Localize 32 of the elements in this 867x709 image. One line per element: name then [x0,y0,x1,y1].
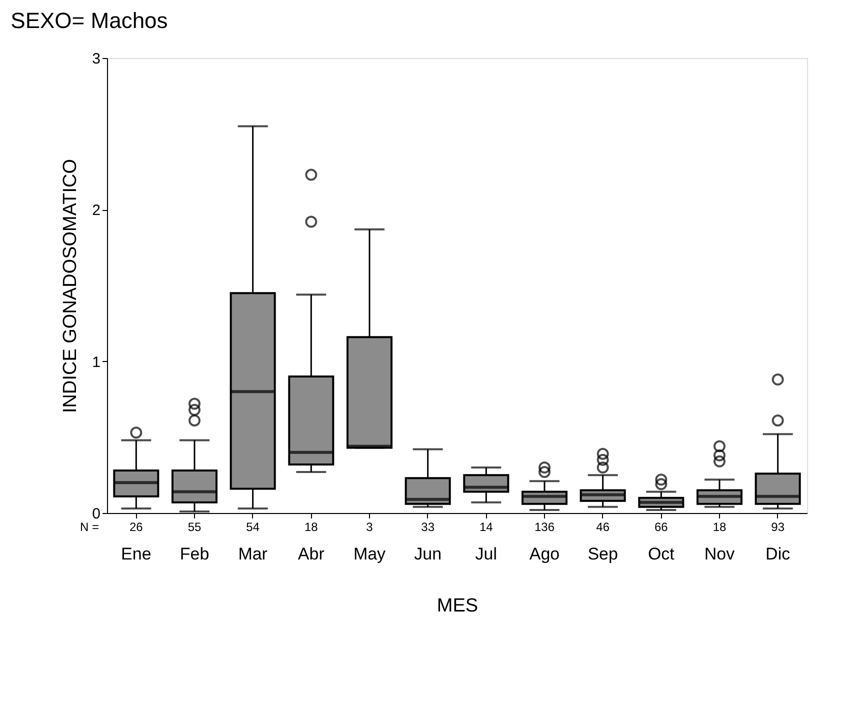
x-tick-label: Jul [475,544,498,564]
x-tick-label: Nov [704,544,736,564]
x-tick-label: Mar [238,544,268,564]
y-tick-label: 1 [92,354,100,371]
y-tick-label: 0 [92,506,100,522]
text: 33 [421,520,435,534]
text: 26 [129,520,144,534]
x-tick-label: May [353,544,386,564]
x-tick-label: Oct [648,544,675,564]
x-tick-label: Feb [180,544,210,564]
x-tick-label: Jun [414,544,442,564]
text: 93 [771,520,785,534]
y-tick-label: 2 [92,202,100,220]
text: 46 [596,520,610,534]
text: N = [80,520,99,534]
text: 136 [534,520,555,534]
x-tick-label: Dic [766,544,791,564]
chart-title: SEXO= Machos [10,8,168,33]
x-axis-title: MES [436,596,478,616]
x-tick-label: Abr [298,544,325,564]
text: 55 [188,520,202,534]
text: 14 [479,520,494,534]
x-tick-label: Ago [529,544,560,564]
x-tick-label: Sep [588,544,618,564]
text: 18 [304,520,318,534]
x-tick-label: Ene [121,544,152,564]
text: 54 [246,520,260,534]
y-axis-title: INDICE GONADOSOMATICO [60,158,82,414]
text: 18 [712,520,726,534]
y-tick-label: 3 [92,50,100,68]
text: 66 [654,520,668,534]
text: 3 [366,520,374,534]
